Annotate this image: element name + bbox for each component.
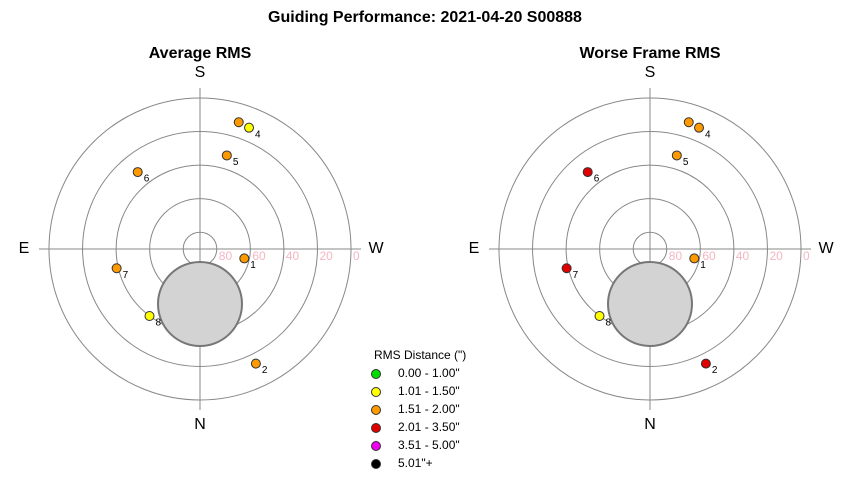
legend-marker	[371, 423, 381, 433]
point-label: 2	[262, 365, 268, 376]
point-label: 4	[255, 129, 261, 140]
target-point	[683, 117, 694, 128]
point-label: 6	[594, 174, 600, 185]
target-point	[221, 150, 232, 161]
r-tick-label: 0	[803, 249, 810, 263]
point-label: 2	[712, 365, 718, 376]
r-tick-label: 60	[702, 249, 716, 263]
legend-marker	[371, 387, 381, 397]
chart-title: Average RMS	[149, 45, 252, 62]
legend-label: 5.01"+	[398, 456, 433, 470]
legend-marker	[371, 441, 381, 451]
direction-label: E	[19, 240, 30, 257]
point-label: 5	[683, 157, 689, 168]
ring	[48, 97, 352, 401]
legend-marker	[371, 369, 381, 379]
obstruction	[607, 261, 693, 347]
page-title: Guiding Performance: 2021-04-20 S00888	[268, 9, 582, 26]
point-label: 1	[250, 260, 256, 271]
point-label: 5	[233, 157, 239, 168]
direction-label: S	[645, 64, 656, 81]
target-point	[700, 358, 711, 369]
r-tick-label: 0	[353, 249, 360, 263]
r-tick-label: 20	[769, 249, 783, 263]
direction-label: S	[195, 64, 206, 81]
legend-label: 1.01 - 1.50"	[398, 384, 460, 398]
obstruction	[157, 261, 243, 347]
target-point	[689, 253, 700, 264]
legend-label: 3.51 - 5.00"	[398, 438, 460, 452]
r-tick-label: 60	[252, 249, 266, 263]
ring	[82, 131, 318, 367]
point-label: 6	[144, 174, 150, 185]
point-label: 1	[700, 260, 706, 271]
point-label: 8	[156, 318, 162, 329]
ring	[532, 131, 768, 367]
point-label: 7	[573, 270, 579, 281]
chart-title: Worse Frame RMS	[579, 45, 720, 62]
r-tick-label: 40	[286, 249, 300, 263]
point-label: 8	[606, 318, 612, 329]
legend-label: 1.51 - 2.00"	[398, 402, 460, 416]
target-point	[582, 167, 593, 178]
r-tick-label: 80	[669, 249, 683, 263]
target-point	[233, 117, 244, 128]
point-label: 7	[123, 270, 129, 281]
target-point	[111, 263, 122, 274]
target-point	[132, 167, 143, 178]
target-point	[561, 263, 572, 274]
legend-title: RMS Distance (")	[374, 348, 466, 362]
r-tick-label: 40	[736, 249, 750, 263]
target-point	[250, 358, 261, 369]
target-point	[239, 253, 250, 264]
legend-label: 0.00 - 1.00"	[398, 366, 460, 380]
legend-marker	[371, 459, 381, 469]
target-point	[671, 150, 682, 161]
r-tick-label: 20	[319, 249, 333, 263]
ring	[498, 97, 802, 401]
direction-label: N	[644, 416, 656, 433]
target-point	[244, 122, 255, 133]
r-tick-label: 80	[219, 249, 233, 263]
target-point	[144, 310, 155, 321]
point-label: 4	[705, 129, 711, 140]
target-point	[694, 122, 705, 133]
legend-label: 2.01 - 3.50"	[398, 420, 460, 434]
direction-label: N	[194, 416, 206, 433]
direction-label: E	[469, 240, 480, 257]
target-point	[594, 310, 605, 321]
direction-label: W	[368, 240, 384, 257]
direction-label: W	[818, 240, 834, 257]
legend-marker	[371, 405, 381, 415]
